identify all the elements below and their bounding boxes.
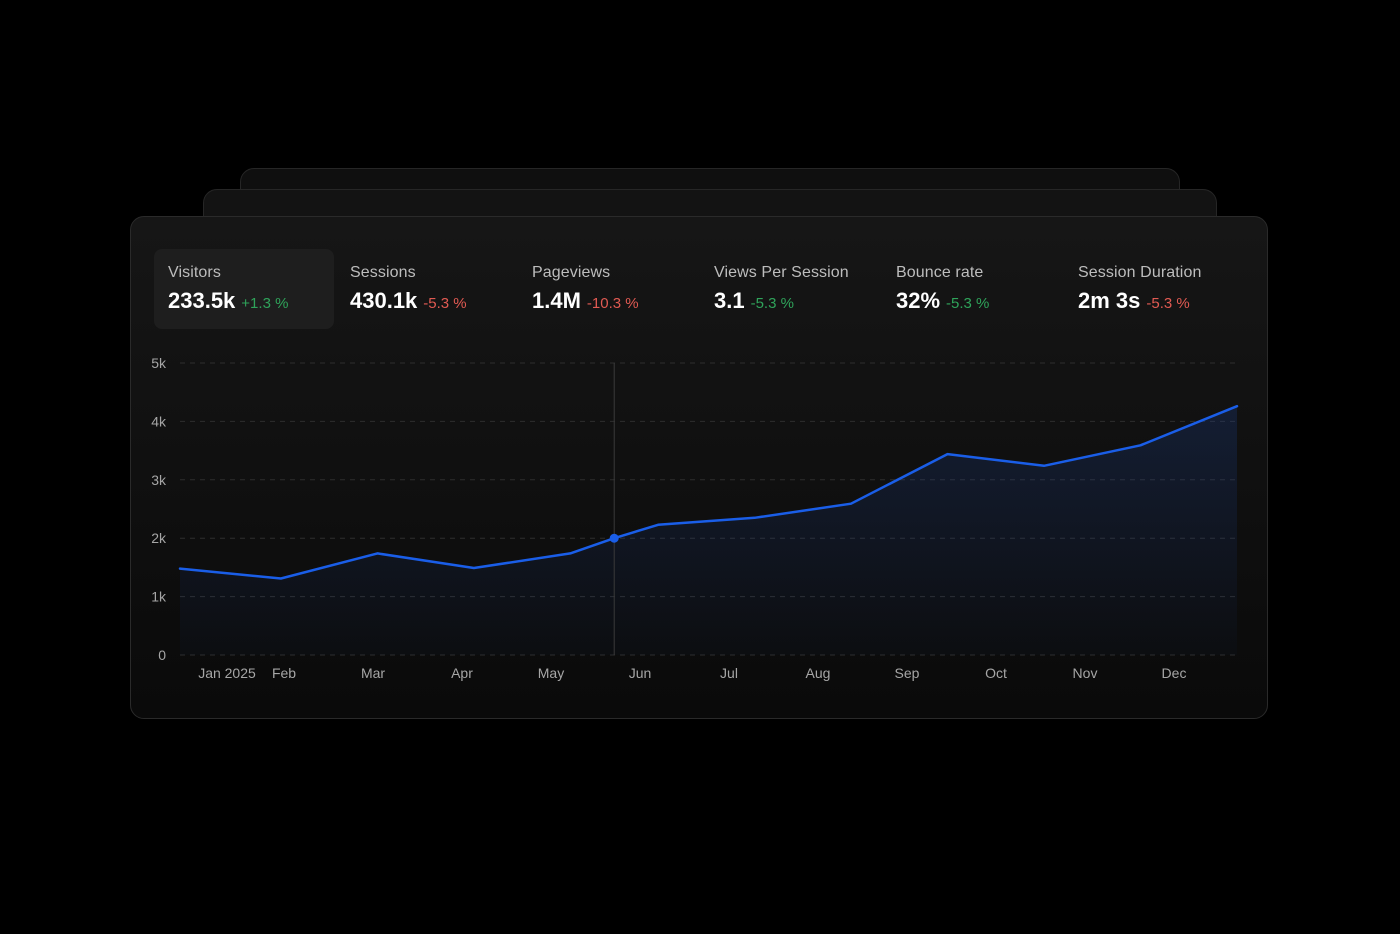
hover-point[interactable] [609,533,619,543]
metric-label: Bounce rate [896,264,984,281]
visitors-line [178,404,1239,580]
visitors-line-chart[interactable]: 0 1k 2k 3k 4k 5k Jan 2025 Feb Mar Apr May Jun Jul Au… [131,217,1267,718]
x-tick-label: Jun [629,665,652,681]
metric-change: -5.3 % [1146,295,1190,312]
y-tick-label: 2k [151,530,167,546]
metric-value: 3.1 [714,288,745,313]
metric-tab-bounce-rate[interactable]: Bounce rate 32% -5.3 % [882,249,1062,329]
metric-label: Session Duration [1078,264,1202,281]
metric-value: 1.4M [532,288,581,313]
metric-label: Visitors [168,264,221,281]
x-tick-label: Dec [1162,665,1187,681]
metric-label: Pageviews [532,264,611,281]
y-tick-label: 4k [151,413,167,429]
metric-value: 430.1k [350,288,418,313]
x-tick-label: Sep [895,665,920,681]
metric-label: Views Per Session [714,264,849,281]
x-tick-label: Mar [361,665,385,681]
visitors-area [180,406,1237,655]
metric-tab-views-per-session[interactable]: Views Per Session 3.1 -5.3 % [700,249,880,329]
x-tick-label: Jan 2025 [198,665,256,681]
metric-tab-session-duration[interactable]: Session Duration 2m 3s -5.3 % [1064,249,1244,329]
x-tick-label: Feb [272,665,296,681]
metric-tabs: Visitors 233.5k +1.3 % Sessions 430.1k -5.… [154,249,1244,331]
x-tick-label: Aug [806,665,831,681]
x-tick-label: May [538,665,564,681]
metric-change: +1.3 % [241,295,289,312]
y-tick-label: 3k [151,472,167,488]
metric-value: 2m 3s [1078,288,1141,313]
metric-tab-pageviews[interactable]: Pageviews 1.4M -10.3 % [518,249,698,329]
y-tick-label: 1k [151,589,167,605]
metric-label: Sessions [350,264,416,281]
metric-change: -5.3 % [946,295,990,312]
x-tick-label: Nov [1073,665,1098,681]
x-tick-label: Jul [720,665,738,681]
metric-change: -10.3 % [586,295,639,312]
metric-change: -5.3 % [750,295,794,312]
y-tick-label: 5k [151,355,167,371]
y-tick-label: 0 [158,647,166,663]
metric-value: 233.5k [168,288,236,313]
metric-change: -5.3 % [423,295,467,312]
metric-tab-sessions[interactable]: Sessions 430.1k -5.3 % [336,249,516,329]
analytics-card: Visitors 233.5k +1.3 % Sessions 430.1k -5.… [130,216,1268,719]
x-tick-label: Apr [451,665,473,681]
x-tick-label: Oct [985,665,1007,681]
metric-value: 32% [896,288,941,313]
metric-tab-visitors[interactable]: Visitors 233.5k +1.3 % [154,249,334,329]
